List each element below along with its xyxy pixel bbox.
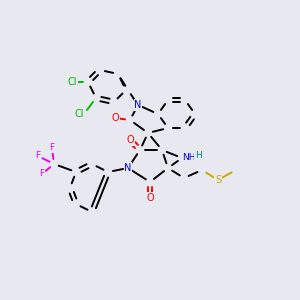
Text: F: F [35,152,40,160]
Text: S: S [215,175,221,185]
Text: F: F [39,169,45,178]
Text: H: H [195,152,201,160]
Text: Cl: Cl [74,109,84,119]
Text: O: O [146,193,154,203]
Text: NH: NH [182,154,196,163]
Text: O: O [126,135,134,145]
Text: N: N [124,163,132,173]
Text: O: O [111,113,119,123]
Text: Cl: Cl [67,77,77,87]
Text: N: N [134,100,142,110]
Text: F: F [50,143,55,152]
